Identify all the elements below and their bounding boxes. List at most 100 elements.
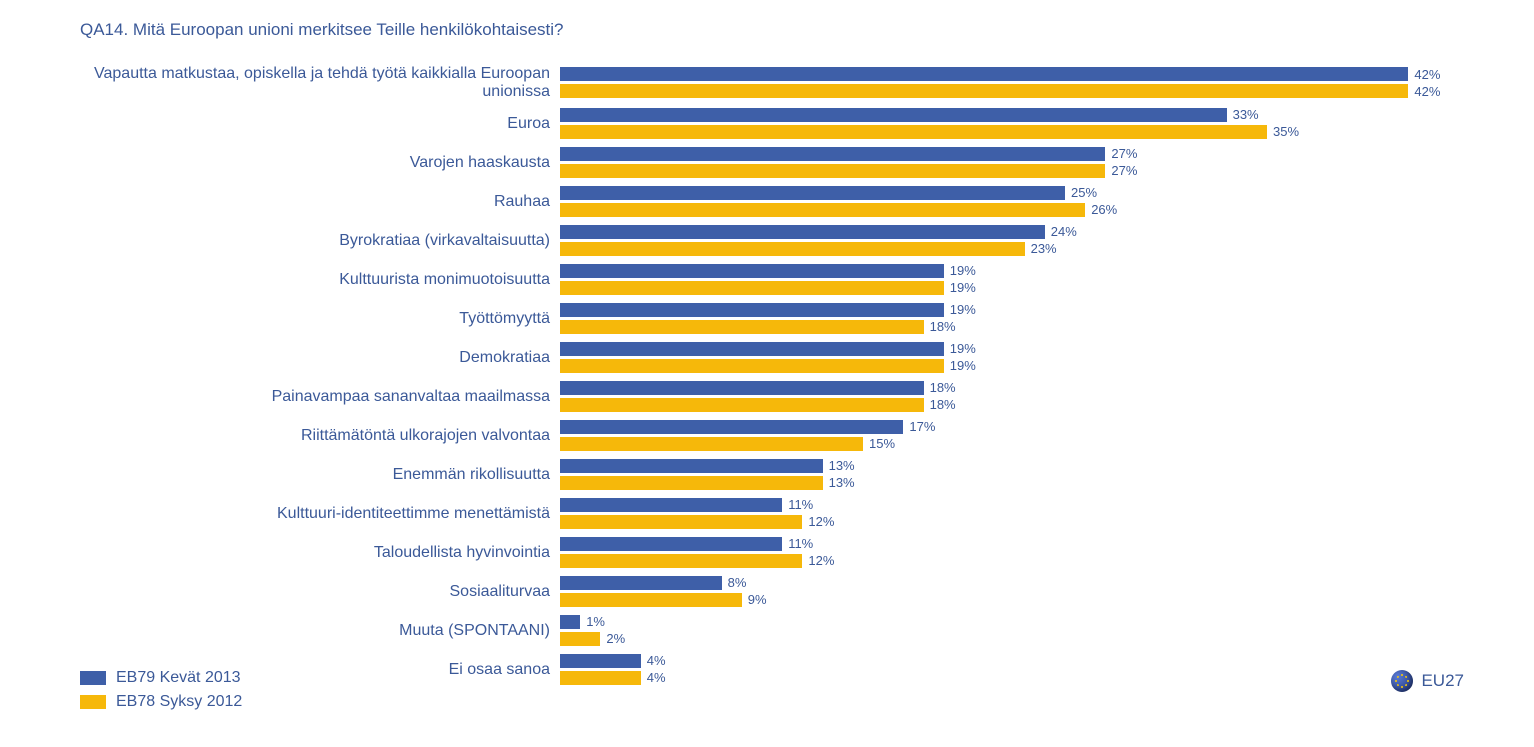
- category-label: Byrokratiaa (virkavaltaisuutta): [60, 232, 560, 250]
- bar-value-label: 33%: [1233, 107, 1259, 122]
- bar-group: Euroa33%35%: [60, 107, 1474, 141]
- bar-row: 19%: [560, 263, 1474, 279]
- bar-group: Työttömyyttä 19% 18%: [60, 302, 1474, 336]
- bar-row: 13%: [560, 458, 1474, 474]
- bar-row: 12%: [560, 553, 1474, 569]
- bar-row: 19%: [560, 358, 1474, 374]
- bars-wrapper: 11%12%: [560, 536, 1474, 570]
- bar-series-2: [560, 632, 600, 646]
- bar-group: Taloudellista hyvinvointia11%12%: [60, 536, 1474, 570]
- bar-value-label: 9%: [748, 592, 767, 607]
- category-label: Muuta (SPONTAANI): [60, 622, 560, 640]
- bar-row: 19%: [560, 341, 1474, 357]
- bar-series-1: [560, 420, 903, 434]
- legend: EB79 Kevät 2013 EB78 Syksy 2012: [80, 669, 242, 717]
- bar-series-2: [560, 281, 944, 295]
- category-label: Riittämätöntä ulkorajojen valvontaa: [60, 427, 560, 445]
- bars-wrapper: 11%12%: [560, 497, 1474, 531]
- bar-series-1: [560, 108, 1227, 122]
- eu-badge: EU27: [1391, 670, 1464, 692]
- bars-wrapper: 8%9%: [560, 575, 1474, 609]
- bar-series-1: [560, 459, 823, 473]
- bar-value-label: 19%: [950, 280, 976, 295]
- bar-row: 26%: [560, 202, 1474, 218]
- bar-group: Muuta (SPONTAANI)1%2%: [60, 614, 1474, 648]
- legend-swatch-series-2: [80, 695, 106, 709]
- legend-label-series-2: EB78 Syksy 2012: [116, 693, 242, 711]
- bar-series-2: [560, 203, 1085, 217]
- bar-value-label: 17%: [909, 419, 935, 434]
- bar-series-2: [560, 84, 1408, 98]
- bar-row: 12%: [560, 514, 1474, 530]
- bar-group: Ei osaa sanoa4%4%: [60, 653, 1474, 687]
- bar-series-1: [560, 381, 924, 395]
- bar-series-1: [560, 498, 782, 512]
- bar-row: 23%: [560, 241, 1474, 257]
- bar-value-label: 19%: [950, 341, 976, 356]
- legend-item-series-1: EB79 Kevät 2013: [80, 669, 242, 687]
- bar-value-label: 42%: [1414, 84, 1440, 99]
- bar-row: 15%: [560, 436, 1474, 452]
- bar-group: Riittämätöntä ulkorajojen valvontaa 17% 15…: [60, 419, 1474, 453]
- bar-series-1: [560, 147, 1105, 161]
- bar-row: 18%: [560, 319, 1474, 335]
- category-label: Vapautta matkustaa, opiskella ja tehdä t…: [60, 65, 560, 102]
- bar-value-label: 13%: [829, 475, 855, 490]
- bars-wrapper: 1%2%: [560, 614, 1474, 648]
- bar-series-2: [560, 671, 641, 685]
- bar-row: 9%: [560, 592, 1474, 608]
- bar-value-label: 25%: [1071, 185, 1097, 200]
- bar-series-2: [560, 125, 1267, 139]
- bar-value-label: 4%: [647, 653, 666, 668]
- bar-value-label: 18%: [930, 397, 956, 412]
- bar-series-1: [560, 225, 1045, 239]
- bars-wrapper: 13%13%: [560, 458, 1474, 492]
- bar-row: 24%: [560, 224, 1474, 240]
- bar-row: 35%: [560, 124, 1474, 140]
- bar-series-1: [560, 264, 944, 278]
- legend-swatch-series-1: [80, 671, 106, 685]
- bar-row: 19%: [560, 280, 1474, 296]
- bar-value-label: 15%: [869, 436, 895, 451]
- bars-wrapper: 33%35%: [560, 107, 1474, 141]
- bar-value-label: 11%: [788, 536, 813, 551]
- bar-value-label: 12%: [808, 514, 834, 529]
- bar-value-label: 13%: [829, 458, 855, 473]
- legend-label-series-1: EB79 Kevät 2013: [116, 669, 241, 687]
- bars-wrapper: 18%18%: [560, 380, 1474, 414]
- bar-row: 11%: [560, 497, 1474, 513]
- bar-series-1: [560, 186, 1065, 200]
- bar-series-2: [560, 437, 863, 451]
- bar-value-label: 12%: [808, 553, 834, 568]
- bar-series-2: [560, 554, 802, 568]
- bar-group: Varojen haaskausta27%27%: [60, 146, 1474, 180]
- bar-group: Demokratiaa19%19%: [60, 341, 1474, 375]
- bar-series-2: [560, 320, 924, 334]
- bar-group: Painavampaa sananvaltaa maailmassa18%18%: [60, 380, 1474, 414]
- bar-value-label: 2%: [606, 631, 625, 646]
- bar-series-2: [560, 359, 944, 373]
- bar-group: Sosiaaliturvaa8%9%: [60, 575, 1474, 609]
- bar-row: 27%: [560, 146, 1474, 162]
- bar-row: 8%: [560, 575, 1474, 591]
- bar-value-label: 19%: [950, 302, 976, 317]
- eu-badge-label: EU27: [1421, 671, 1464, 691]
- bar-value-label: 27%: [1111, 146, 1137, 161]
- bar-value-label: 4%: [647, 670, 666, 685]
- bars-wrapper: 19%19%: [560, 263, 1474, 297]
- bar-row: 17%: [560, 419, 1474, 435]
- bars-wrapper: 19%19%: [560, 341, 1474, 375]
- category-label: Enemmän rikollisuutta: [60, 466, 560, 484]
- bar-row: 19%: [560, 302, 1474, 318]
- category-label: Työttömyyttä: [60, 310, 560, 328]
- bar-series-2: [560, 398, 924, 412]
- bar-value-label: 24%: [1051, 224, 1077, 239]
- bar-row: 4%: [560, 670, 1474, 686]
- category-label: Sosiaaliturvaa: [60, 583, 560, 601]
- bar-series-1: [560, 342, 944, 356]
- chart-plot-area: Vapautta matkustaa, opiskella ja tehdä t…: [60, 65, 1474, 687]
- bar-group: Vapautta matkustaa, opiskella ja tehdä t…: [60, 65, 1474, 102]
- bar-series-2: [560, 242, 1025, 256]
- bar-group: Rauhaa25%26%: [60, 185, 1474, 219]
- bar-series-1: [560, 537, 782, 551]
